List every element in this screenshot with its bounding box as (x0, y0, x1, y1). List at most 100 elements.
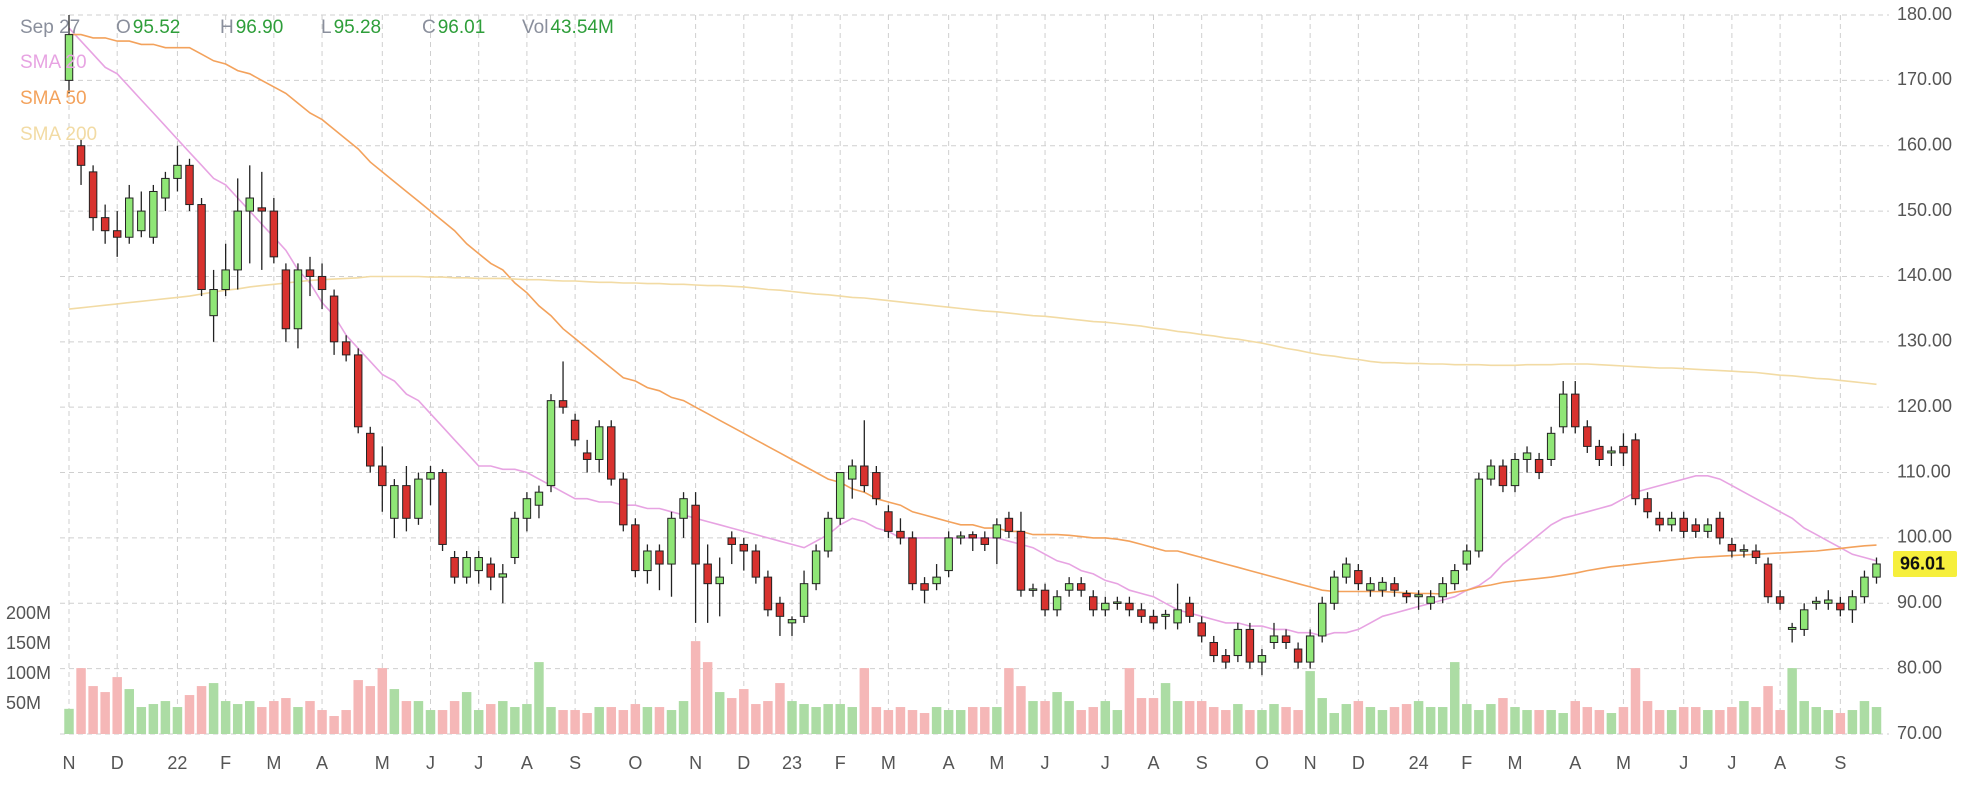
volume-bar (1148, 698, 1159, 734)
volume-bar (859, 668, 870, 734)
candle-body (269, 210, 279, 258)
volume-bar (1221, 710, 1231, 734)
volume-bar (1112, 710, 1123, 734)
volume-bar (1088, 707, 1098, 734)
volume-bar (1751, 707, 1761, 734)
candle-body (1571, 393, 1580, 428)
candle-body (715, 576, 724, 585)
volume-bar (329, 716, 339, 734)
y-tick-label: 130.00 (1897, 331, 1952, 351)
candle-body (1679, 517, 1688, 532)
candle-body (1221, 655, 1231, 663)
volume-bar (1160, 683, 1171, 734)
last-price-badge (1893, 550, 1957, 577)
candle-body (1076, 583, 1086, 591)
volume-bar (534, 662, 544, 734)
candle-body (1402, 592, 1411, 598)
volume-bar (1016, 686, 1026, 734)
candle-body (1161, 613, 1170, 617)
candle-body (1643, 498, 1652, 513)
volume-bar (558, 710, 568, 734)
volume-bar (1245, 710, 1255, 734)
volume-bar (389, 689, 400, 734)
volume-bar (751, 704, 761, 734)
x-tick-label: A (1147, 753, 1159, 773)
volume-bar (823, 704, 833, 734)
candle-body (185, 164, 194, 206)
candle-body (125, 197, 134, 238)
candle-body (137, 210, 146, 232)
volume-bar (1040, 701, 1050, 734)
volume-bar (1486, 704, 1496, 734)
candle-body (763, 576, 773, 611)
candle-body (823, 517, 833, 552)
volume-bar (1606, 713, 1617, 734)
y-tick-label: 70.00 (1897, 723, 1942, 743)
y-tick-label: 150.00 (1897, 200, 1952, 220)
volume-bar (690, 641, 701, 734)
candle-body (534, 491, 544, 506)
volume-bar (1534, 710, 1544, 734)
volume-bar (1437, 707, 1448, 734)
volume-bar (269, 701, 279, 734)
x-tick-label: M (266, 753, 281, 773)
x-tick-label: N (689, 753, 702, 773)
candle-body (1028, 588, 1038, 591)
volume-bar (1233, 704, 1243, 734)
volume-bar (1365, 707, 1376, 734)
volume-bar (257, 707, 267, 734)
candle-body (510, 517, 520, 559)
candle-body (366, 432, 375, 467)
volume-bar (546, 707, 556, 734)
volume-bar (100, 692, 110, 734)
volume-tick-label: 50M (6, 693, 41, 713)
x-tick-label: D (111, 753, 124, 773)
x-tick-label: 22 (167, 753, 187, 773)
candle-body (100, 217, 110, 232)
candle-body (341, 341, 351, 356)
candle-body (1101, 602, 1110, 611)
x-tick-label: O (1255, 753, 1269, 773)
candle-body (594, 426, 604, 460)
candle-body (1209, 641, 1218, 657)
candle-body (1269, 635, 1279, 643)
x-tick-label: M (1508, 753, 1523, 773)
x-tick-label: M (881, 753, 896, 773)
candle-body (848, 465, 857, 480)
candle-body (968, 534, 977, 539)
x-tick-label: F (1461, 753, 1472, 773)
x-tick-label: 23 (782, 753, 802, 773)
volume-bar (305, 701, 315, 734)
volume-bar (1172, 701, 1183, 734)
volume-bar (1630, 668, 1641, 734)
volume-bar (1462, 704, 1472, 734)
volume-bar (1739, 701, 1749, 734)
candle-body (450, 557, 459, 578)
candle-body (1595, 445, 1604, 460)
candle-body (992, 524, 1002, 539)
y-tick-label: 140.00 (1897, 265, 1952, 285)
header-value: 96.01 (438, 17, 486, 38)
candle-body (1812, 600, 1821, 604)
volume-bar (281, 698, 291, 734)
volume-bar (1305, 671, 1315, 734)
candle-body (1137, 609, 1146, 617)
volume-bar (1799, 701, 1809, 734)
volume-bar (88, 686, 98, 734)
candle-body (1775, 596, 1785, 604)
volume-bar (1594, 710, 1605, 734)
volume-bar (220, 701, 231, 734)
volume-bar (1281, 707, 1291, 734)
x-tick-label: J (1101, 753, 1110, 773)
volume-bar (582, 713, 592, 734)
y-tick-label: 80.00 (1897, 657, 1942, 677)
volume-bar (486, 704, 496, 734)
volume-bar (1582, 707, 1593, 734)
volume-bar (594, 707, 604, 734)
candle-body (908, 537, 917, 585)
volume-bar (1871, 707, 1882, 734)
candle-body (161, 177, 170, 199)
candle-body (522, 498, 532, 519)
volume-bar (1678, 707, 1689, 734)
candle-body (835, 472, 845, 519)
